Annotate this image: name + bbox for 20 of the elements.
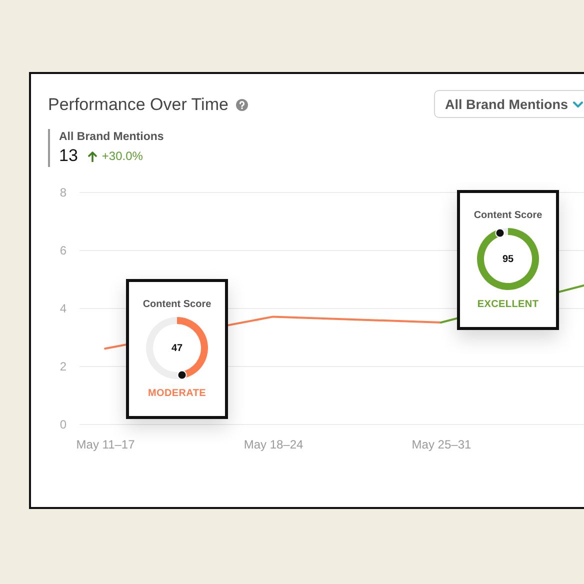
chart-title: Content Score [472,210,544,221]
donut-slice [477,228,539,290]
data-label: 47 [171,343,183,354]
x-tick-label: May 25–31 [412,438,472,452]
x-tick-label: May 11–17 [76,438,136,452]
text: +30.0% [102,148,143,165]
annotation: MODERATE [146,388,208,399]
dropdown[interactable]: All Brand Mentions [434,90,584,118]
text: 13 [59,145,78,167]
x-tick-label: May 18–24 [244,438,304,452]
chart-title: Content Score [142,299,212,310]
data-label: 95 [502,254,514,265]
chart-title: Performance Over Time [48,94,228,116]
y-tick-label: 6 [60,244,67,258]
annotation: EXCELLENT [476,299,540,310]
text: All Brand Mentions [59,130,164,145]
y-tick-label: 2 [60,360,67,374]
y-tick-label: 4 [60,302,67,316]
y-tick-label: 0 [60,418,67,432]
y-tick-label: 8 [60,186,67,200]
